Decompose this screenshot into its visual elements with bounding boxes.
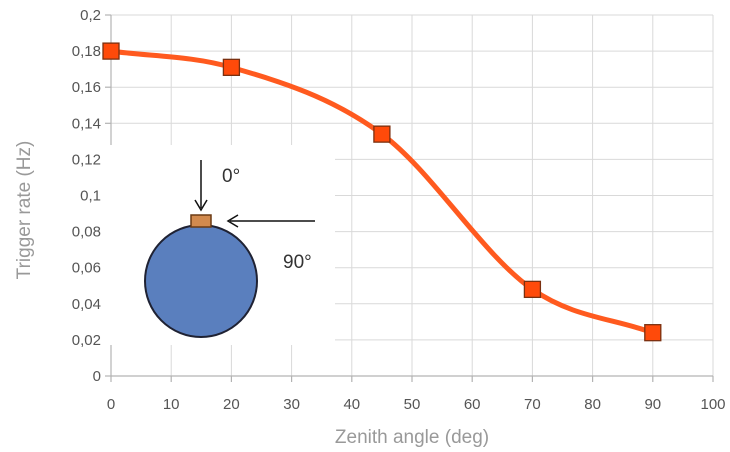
data-point-marker <box>222 58 241 76</box>
angle-ninety-label: 90° <box>283 252 312 273</box>
x-tick-label: 0 <box>107 396 115 413</box>
y-tick-label: 0 <box>93 368 101 385</box>
x-tick-label: 70 <box>524 396 541 413</box>
y-tick-labels: 0 0,02 0,04 0,06 0,08 0,1 0,12 0,14 0,16 0,18 0,2 <box>72 7 101 385</box>
data-series <box>102 42 662 342</box>
x-tick-labels: 0 10 20 30 40 50 60 70 80 90 100 <box>107 396 726 413</box>
data-point-marker <box>373 125 391 143</box>
x-tick-label: 100 <box>700 396 725 413</box>
y-tick-label: 0,16 <box>72 79 101 96</box>
x-tick-label: 10 <box>163 396 180 413</box>
y-tick-label: 0,14 <box>72 115 101 132</box>
y-tick-label: 0,06 <box>72 260 101 277</box>
x-tick-label: 40 <box>343 396 360 413</box>
data-point-marker <box>102 42 120 60</box>
arrow-ninety-head-icon <box>226 214 239 228</box>
x-tick-label: 90 <box>644 396 661 413</box>
y-tick-label: 0,18 <box>72 43 101 60</box>
y-tick-label: 0,1 <box>80 188 101 205</box>
y-tick-label: 0,12 <box>72 151 101 168</box>
x-axis-title: Zenith angle (deg) <box>335 427 489 448</box>
x-tick-label: 20 <box>223 396 240 413</box>
detector-icon <box>190 214 212 228</box>
y-tick-label: 0,02 <box>72 332 101 349</box>
data-point-marker <box>644 324 662 342</box>
y-tick-label: 0,2 <box>80 7 101 24</box>
data-point-marker <box>523 280 542 299</box>
sphere-icon <box>144 224 258 338</box>
x-tick-label: 80 <box>584 396 601 413</box>
x-tick-label: 30 <box>283 396 300 413</box>
zenith-angle-illustration: 0° 90° <box>105 145 335 345</box>
x-tick-label: 60 <box>464 396 481 413</box>
arrow-zero-head-icon <box>194 199 208 212</box>
angle-zero-label: 0° <box>222 166 240 187</box>
y-axis-title: Trigger rate (Hz) <box>14 141 35 280</box>
x-tick-label: 50 <box>404 396 421 413</box>
y-tick-label: 0,08 <box>72 224 101 241</box>
y-tick-label: 0,04 <box>72 296 101 313</box>
